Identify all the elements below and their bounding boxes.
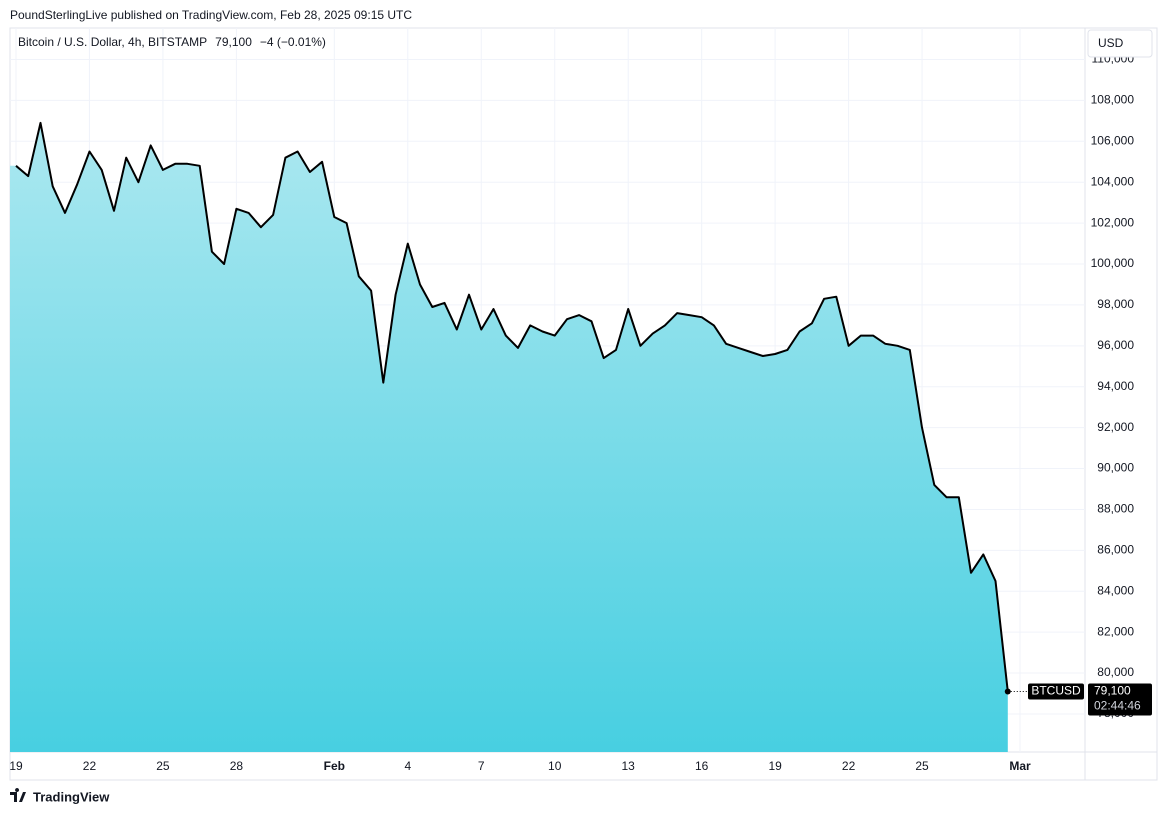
- y-tick-label: 96,000: [1097, 338, 1134, 352]
- currency[interactable]: USD: [1098, 36, 1124, 50]
- y-tick-label: 102,000: [1091, 215, 1135, 229]
- x-tick-label: 7: [478, 759, 485, 773]
- x-tick-label: Mar: [1009, 759, 1031, 773]
- countdown: 02:44:46: [1094, 699, 1141, 713]
- x-tick-label: 19: [768, 759, 782, 773]
- price-label-box: [1088, 683, 1152, 716]
- y-tick-label: 88,000: [1097, 502, 1134, 516]
- price-label: 79,100: [1094, 684, 1131, 698]
- y-tick-label: 98,000: [1097, 297, 1134, 311]
- area: [10, 122, 1008, 752]
- y-tick-label: 90,000: [1097, 461, 1134, 475]
- y-tick-label: 92,000: [1097, 420, 1134, 434]
- y-tick-label: 104,000: [1091, 174, 1135, 188]
- y-tick-label: 106,000: [1091, 133, 1135, 147]
- x-tick-label: 4: [404, 759, 411, 773]
- x-tick-label: Feb: [324, 759, 345, 773]
- publisher: PoundSterlingLive published on TradingVi…: [10, 8, 413, 22]
- series-label-box: [1028, 683, 1084, 700]
- currency-button[interactable]: [1087, 29, 1153, 58]
- y-tick-label: 100,000: [1091, 256, 1135, 270]
- x-tick-label: 25: [915, 759, 929, 773]
- y-tick-label: 82,000: [1097, 624, 1134, 638]
- x-tick-label: 28: [230, 759, 244, 773]
- last-point: [1004, 688, 1011, 695]
- symbol-name: Bitcoin / U.S. Dollar, 4h, BITSTAMP: [18, 35, 207, 49]
- brand-logo: [10, 788, 26, 802]
- y-tick-label: 94,000: [1097, 379, 1134, 393]
- x-tick-label: 25: [156, 759, 170, 773]
- y-tick-label: 80,000: [1097, 665, 1134, 679]
- y-tick-label: 86,000: [1097, 543, 1134, 557]
- x-tick-label: 13: [622, 759, 636, 773]
- price-change: −4 (−0.01%): [260, 35, 326, 49]
- x-tick-label: 22: [83, 759, 97, 773]
- price-line: [15, 121, 1009, 692]
- x-tick-label: 22: [842, 759, 856, 773]
- series-label: BTCUSD: [1031, 684, 1081, 698]
- y-tick-label: 84,000: [1097, 583, 1134, 597]
- x-tick-label: 10: [548, 759, 562, 773]
- x-tick-label: 19: [9, 759, 23, 773]
- brand: TradingView: [33, 789, 110, 804]
- x-tick-label: 16: [695, 759, 709, 773]
- last-price: 79,100: [215, 35, 252, 49]
- y-tick-label: 108,000: [1091, 93, 1135, 107]
- symbol: Bitcoin / U.S. Dollar, 4h, BITSTAMP 79,10…: [18, 35, 326, 49]
